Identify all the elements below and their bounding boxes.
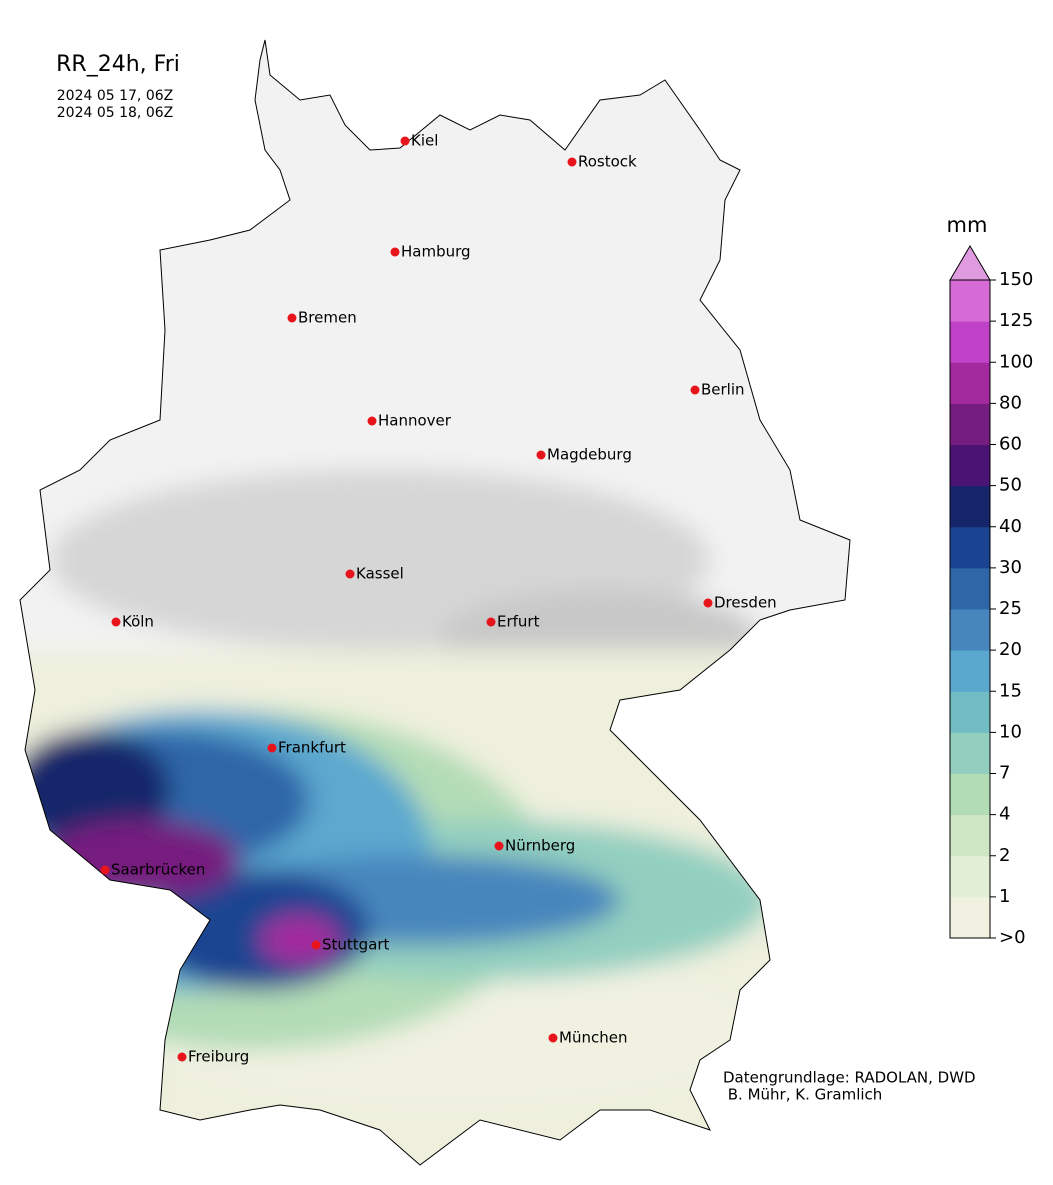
colorbar-tick-label: 125 xyxy=(999,310,1033,331)
city-label: Magdeburg xyxy=(547,446,632,464)
credit: Datengrundlage: RADOLAN, DWD xyxy=(723,1069,976,1087)
colorbar-tick-label: 7 xyxy=(999,763,1010,784)
colorbar-band xyxy=(950,609,990,651)
credit: B. Mühr, K. Gramlich xyxy=(723,1086,882,1104)
cities: Kiel Rostock Hamburg Bremen Berlin Hannover Ma… xyxy=(100,132,777,1066)
colorbar-band xyxy=(950,732,990,774)
colorbar-tick-label: 100 xyxy=(999,351,1033,372)
colorbar-band xyxy=(950,321,990,363)
period-end: 2024 05 18, 06Z xyxy=(57,105,173,121)
colorbar-tick-label: 10 xyxy=(999,721,1022,742)
colorbar-tick-label: >0 xyxy=(999,927,1026,948)
city-dot xyxy=(111,617,121,627)
colorbar-extend xyxy=(949,245,991,281)
city-label: Rostock xyxy=(578,153,637,171)
colorbar-band xyxy=(950,691,990,733)
precipitation-field xyxy=(20,40,850,1165)
city-label: Dresden xyxy=(714,594,777,612)
colorbar: >0 1 2 4 7 10 15 20 25 30 40 50 60 80 100 125 150 xyxy=(949,245,1033,948)
city-dot xyxy=(390,247,400,257)
city-label: Saarbrücken xyxy=(111,861,205,879)
colorbar-tick-label: 1 xyxy=(999,886,1010,907)
colorbar-band xyxy=(950,444,990,487)
title: RR_24h, Fri xyxy=(56,52,180,77)
colorbar-tick-label: 150 xyxy=(999,269,1033,290)
city-label: Hannover xyxy=(378,412,452,430)
city-label: Köln xyxy=(122,613,154,631)
city-dot xyxy=(536,450,546,460)
city-label: Freiburg xyxy=(188,1048,249,1066)
colorbar-band xyxy=(950,567,990,610)
colorbar-band xyxy=(950,814,990,857)
city-dot xyxy=(486,617,496,627)
colorbar-tick-label: 80 xyxy=(999,392,1022,413)
city-dot xyxy=(345,569,355,579)
colorbar-tick-label: 20 xyxy=(999,639,1022,660)
period-start: 2024 05 17, 06Z xyxy=(57,88,173,104)
city-label: Bremen xyxy=(298,309,357,327)
colorbar-tick-label: 25 xyxy=(999,598,1022,619)
city-dot xyxy=(567,157,577,167)
city-dot xyxy=(367,416,377,426)
colorbar-tick-label: 40 xyxy=(999,516,1022,537)
city-dot xyxy=(177,1052,187,1062)
colorbar-band xyxy=(950,403,990,445)
colorbar-tick-label: 2 xyxy=(999,845,1010,866)
city-dot xyxy=(100,865,110,875)
colorbar-band xyxy=(950,280,990,322)
colorbar-band xyxy=(950,650,990,692)
city-label: Kassel xyxy=(356,565,404,583)
colorbar-tick-label: 50 xyxy=(999,475,1022,496)
colorbar-tick-label: 60 xyxy=(999,434,1022,455)
colorbar-band xyxy=(950,773,990,816)
city-label: Erfurt xyxy=(497,613,540,631)
colorbar-band xyxy=(950,362,990,404)
colorbar-band xyxy=(950,485,990,528)
city-dot xyxy=(267,743,277,753)
city-dot xyxy=(703,598,713,608)
city-dot xyxy=(548,1033,558,1043)
city-label: Nürnberg xyxy=(505,837,575,855)
city-label: Hamburg xyxy=(401,243,471,261)
colorbar-band xyxy=(950,896,990,939)
city-label: Frankfurt xyxy=(278,739,346,757)
city-dot xyxy=(690,385,700,395)
colorbar-tick-label: 15 xyxy=(999,680,1022,701)
city-dot xyxy=(494,841,504,851)
colorbar-tick-label: 30 xyxy=(999,557,1022,578)
colorbar-band xyxy=(950,855,990,898)
colorbar-tick-label: 4 xyxy=(999,804,1010,825)
city-label: München xyxy=(559,1029,627,1047)
city-dot xyxy=(400,136,410,146)
city-label: Kiel xyxy=(411,132,438,150)
legend-unit: mm xyxy=(947,213,988,237)
city-label: Berlin xyxy=(701,381,745,399)
city-label: Stuttgart xyxy=(322,936,390,954)
colorbar-band xyxy=(950,526,990,569)
city-dot xyxy=(287,313,297,323)
city-dot xyxy=(311,940,321,950)
